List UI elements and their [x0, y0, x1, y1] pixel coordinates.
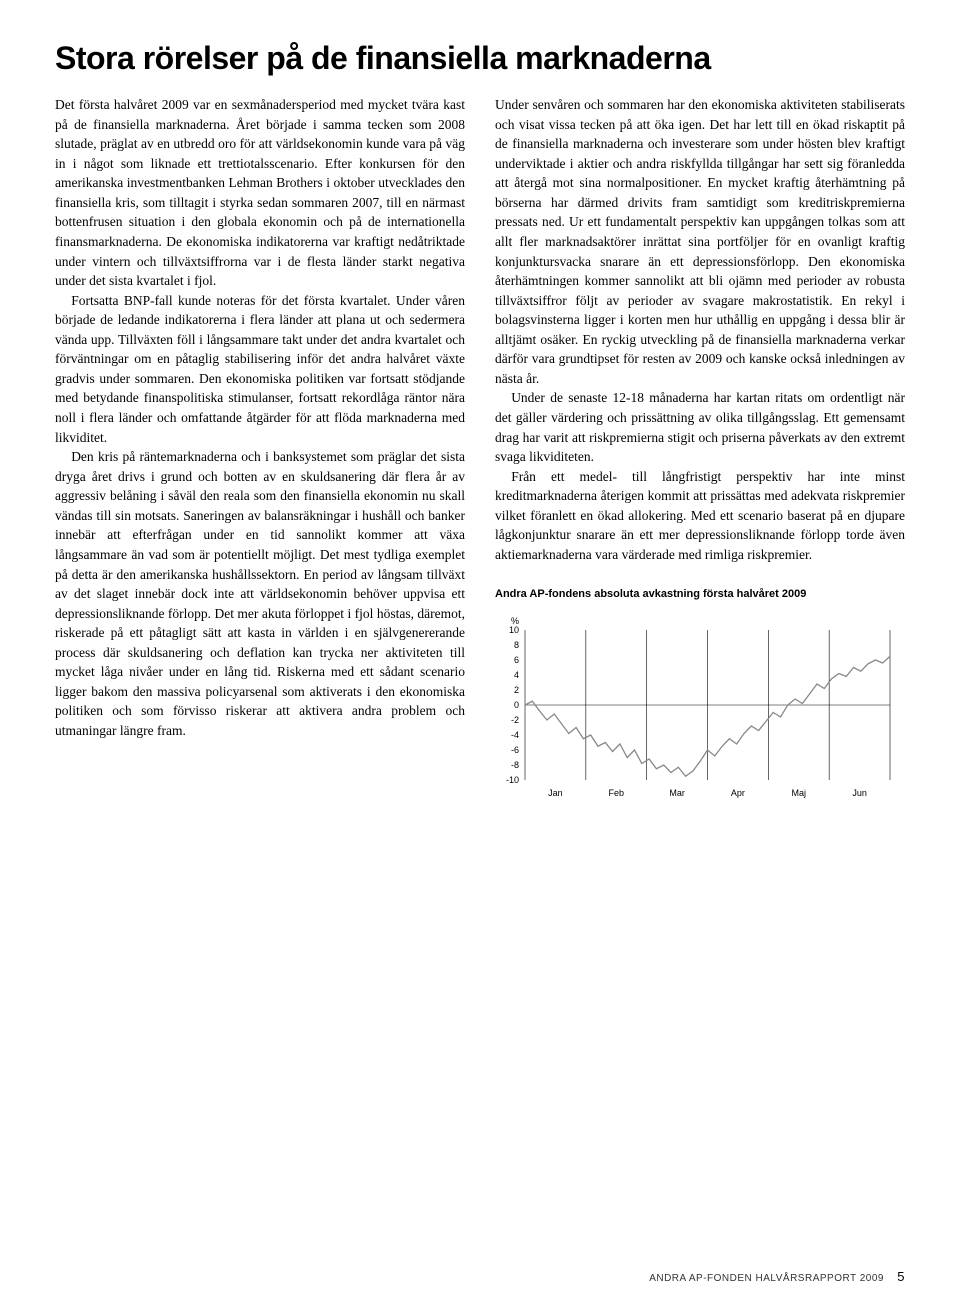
svg-text:-8: -8: [511, 760, 519, 770]
svg-text:8: 8: [514, 640, 519, 650]
page-number: 5: [897, 1269, 905, 1284]
svg-text:4: 4: [514, 670, 519, 680]
svg-text:Mar: Mar: [669, 788, 685, 798]
body-paragraph: Fortsatta BNP-fall kunde noteras för det…: [55, 291, 465, 448]
body-paragraph: Under senvåren och sommaren har den ekon…: [495, 95, 905, 388]
svg-text:-6: -6: [511, 745, 519, 755]
svg-text:Jun: Jun: [852, 788, 867, 798]
footer-text: ANDRA AP-FONDEN HALVÅRSRAPPORT 2009: [649, 1273, 884, 1284]
body-paragraph: Under de senaste 12-18 månaderna har kar…: [495, 388, 905, 466]
svg-text:Apr: Apr: [731, 788, 745, 798]
page-title: Stora rörelser på de finansiella marknad…: [55, 40, 905, 77]
svg-text:2: 2: [514, 685, 519, 695]
body-paragraph: Från ett medel- till långfristigt perspe…: [495, 467, 905, 565]
svg-text:-4: -4: [511, 730, 519, 740]
svg-text:-10: -10: [506, 775, 519, 785]
svg-text:Feb: Feb: [608, 788, 624, 798]
svg-text:-2: -2: [511, 715, 519, 725]
svg-text:Maj: Maj: [791, 788, 806, 798]
line-chart: %1086420-2-4-6-8-10JanFebMarAprMajJun: [495, 612, 905, 818]
svg-text:0: 0: [514, 700, 519, 710]
svg-text:10: 10: [509, 625, 519, 635]
right-column: Under senvåren och sommaren har den ekon…: [495, 95, 905, 818]
left-column: Det första halvåret 2009 var en sexmånad…: [55, 95, 465, 818]
body-paragraph: Det första halvåret 2009 var en sexmånad…: [55, 95, 465, 291]
svg-text:6: 6: [514, 655, 519, 665]
body-paragraph: Den kris på räntemarknaderna och i banks…: [55, 447, 465, 740]
page-footer: ANDRA AP-FONDEN HALVÅRSRAPPORT 2009 5: [649, 1269, 905, 1284]
two-column-layout: Det första halvåret 2009 var en sexmånad…: [55, 95, 905, 818]
svg-text:Jan: Jan: [548, 788, 563, 798]
chart-title: Andra AP-fondens absoluta avkastning för…: [495, 587, 905, 603]
